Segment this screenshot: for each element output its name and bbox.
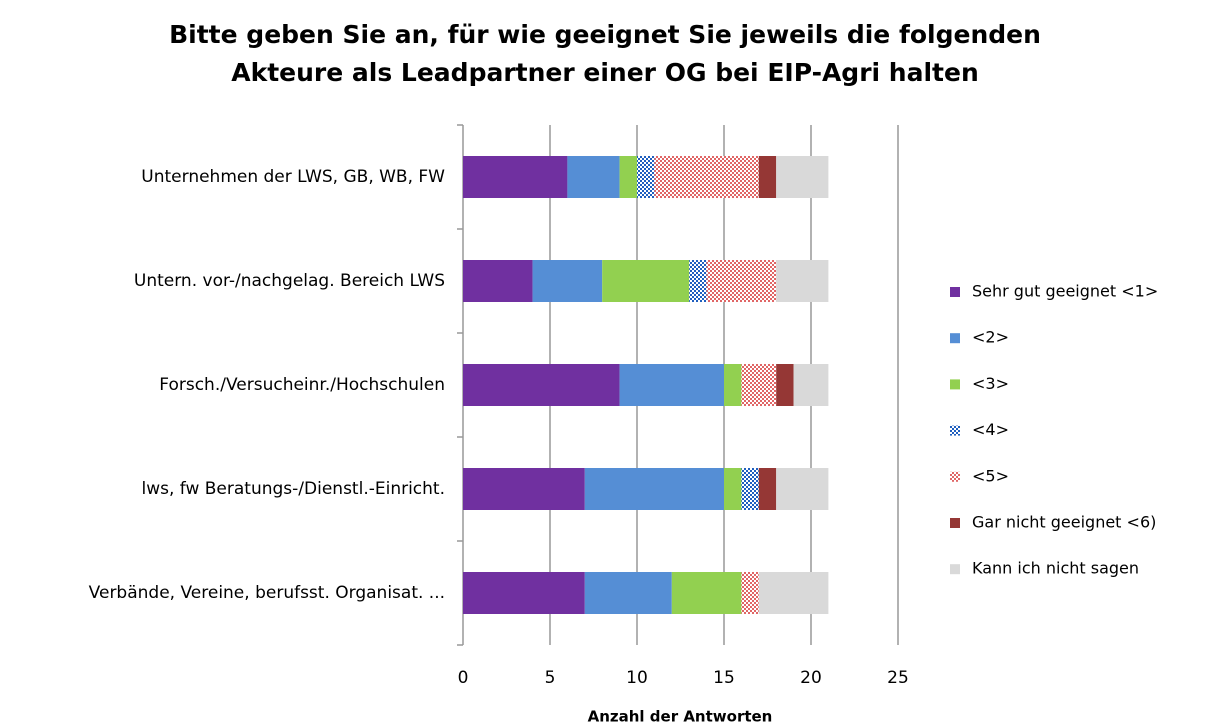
chart-title: Bitte geben Sie an, für wie geeignet Sie… xyxy=(169,20,1041,49)
bar-segment xyxy=(689,260,707,302)
legend-swatch xyxy=(950,564,960,575)
chart-title: Akteure als Leadpartner einer OG bei EIP… xyxy=(231,58,979,87)
bar-segment xyxy=(602,260,690,302)
bar-segment xyxy=(654,156,759,198)
legend-swatch xyxy=(950,379,960,390)
bar-segment xyxy=(776,364,794,406)
legend-swatch xyxy=(950,287,960,297)
bar-segment xyxy=(619,156,637,198)
bar-segment xyxy=(706,260,777,302)
bar-segment xyxy=(776,260,829,302)
bar-segment xyxy=(671,572,742,614)
bar-segment xyxy=(584,468,724,510)
bar-segment xyxy=(776,468,829,510)
legend-label: Gar nicht geeignet <6) xyxy=(972,513,1156,532)
x-tick-label: 25 xyxy=(887,668,909,688)
bar-segment xyxy=(463,572,585,614)
legend-label: Sehr gut geeignet <1> xyxy=(972,282,1158,301)
bar-segment xyxy=(567,156,620,198)
x-tick-label: 5 xyxy=(545,668,556,688)
legend-label: Kann ich nicht sagen xyxy=(972,559,1139,578)
bar-segment xyxy=(758,156,777,198)
legend-swatch xyxy=(950,518,960,528)
y-tick-label: Verbände, Vereine, berufsst. Organisat. … xyxy=(89,583,445,603)
bar-segment xyxy=(758,572,829,614)
x-tick-label: 0 xyxy=(458,668,469,688)
x-tick-label: 20 xyxy=(800,668,822,688)
bar-segment xyxy=(776,156,829,198)
bar-segment xyxy=(619,364,724,406)
bar-segment xyxy=(793,364,829,406)
legend-swatch xyxy=(950,333,960,344)
bar-segment xyxy=(463,156,568,198)
legend-label: <2> xyxy=(972,328,1009,347)
bar-segment xyxy=(724,364,742,406)
bar-segment xyxy=(532,260,603,302)
y-tick-label: lws, fw Beratungs-/Dienstl.-Einricht. xyxy=(141,479,445,499)
bar-segment xyxy=(463,364,620,406)
legend-swatch xyxy=(950,471,960,482)
bar-segment xyxy=(758,468,777,510)
x-axis-title: Anzahl der Antworten xyxy=(588,708,773,726)
bar-segment xyxy=(741,468,759,510)
legend-swatch xyxy=(950,425,960,436)
bar-segment xyxy=(637,156,655,198)
y-tick-label: Unternehmen der LWS, GB, WB, FW xyxy=(141,167,445,187)
legend-label: <5> xyxy=(972,466,1009,485)
bar-segment xyxy=(463,260,533,302)
x-tick-label: 10 xyxy=(626,668,648,688)
x-tick-label: 15 xyxy=(713,668,735,688)
y-tick-label: Forsch./Versucheinr./Hochschulen xyxy=(159,375,445,395)
bar-segment xyxy=(463,468,585,510)
legend-label: <3> xyxy=(972,374,1009,393)
bar-segment xyxy=(741,364,777,406)
legend-label: <4> xyxy=(972,420,1009,439)
bar-segment xyxy=(724,468,742,510)
bar-segment xyxy=(741,572,759,614)
y-tick-label: Untern. vor-/nachgelag. Bereich LWS xyxy=(134,271,445,291)
bar-segment xyxy=(584,572,672,614)
